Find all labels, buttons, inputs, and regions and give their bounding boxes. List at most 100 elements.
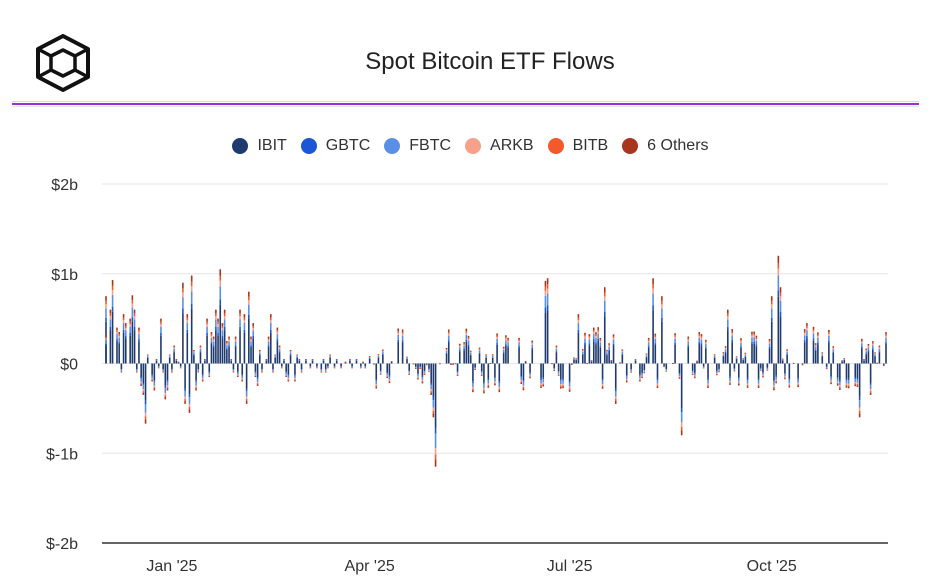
bar-segment <box>839 363 841 380</box>
bar-segment <box>839 379 841 382</box>
bar-segment <box>386 372 389 374</box>
bar-segment <box>386 375 389 377</box>
bar-segment <box>423 371 426 373</box>
bar-segment <box>751 343 753 364</box>
bar-segment <box>854 384 857 387</box>
bar-segment <box>781 358 784 360</box>
legend-item-bitb[interactable]: BITB <box>547 137 609 155</box>
bar-segment <box>217 326 219 333</box>
bar-segment <box>248 300 250 305</box>
bar-segment <box>487 386 490 388</box>
bar-segment <box>129 332 131 336</box>
bar-segment <box>120 363 123 370</box>
bar-segment <box>505 340 507 345</box>
bar-segment <box>858 400 861 408</box>
bar-segment <box>803 331 806 334</box>
bar-segment <box>612 334 615 337</box>
bar-segment <box>327 363 329 367</box>
legend-item-arkb[interactable]: ARKB <box>465 137 534 155</box>
bar-segment <box>478 347 481 349</box>
bar-segment <box>639 374 641 376</box>
bar-segment <box>379 370 382 372</box>
bar-segment <box>630 371 632 373</box>
bar-segment <box>788 379 791 384</box>
bar-segment <box>122 323 125 330</box>
bar-segment <box>456 373 459 375</box>
bar-segment <box>111 285 114 291</box>
legend-label: BITB <box>572 137 609 154</box>
bar-segment <box>478 350 481 353</box>
bar-segment <box>173 352 175 364</box>
bar-segment <box>531 342 534 344</box>
bar-segment <box>634 359 637 361</box>
bar-segment <box>329 356 331 358</box>
bar-segment <box>261 369 263 370</box>
bar-segment <box>705 341 707 343</box>
bar-segment <box>272 371 274 372</box>
bar-segment <box>129 335 131 364</box>
bar-segment <box>480 371 483 374</box>
bar-segment <box>109 326 112 331</box>
x-tick-label: Apr '25 <box>345 558 395 575</box>
bar-segment <box>770 321 773 364</box>
bar-segment <box>828 335 830 341</box>
bar-segment <box>854 383 857 385</box>
bar-segment <box>619 362 621 363</box>
bar-segment <box>603 292 606 297</box>
bar-segment <box>276 339 279 342</box>
bar-segment <box>716 373 718 374</box>
chart-legend: IBIT GBTC FBTC ARKB BITB 6 Others <box>0 137 941 155</box>
bar-segment <box>274 354 276 356</box>
bar-segment <box>485 357 487 358</box>
bar-segment <box>232 363 235 370</box>
bar-segment <box>722 356 725 364</box>
bar-segment <box>836 382 839 385</box>
bar-segment <box>784 378 786 380</box>
cube-logo-icon[interactable] <box>34 34 92 92</box>
bar-segment <box>744 356 747 357</box>
legend-item-gbtc[interactable]: GBTC <box>300 137 370 155</box>
bar-segment <box>467 344 470 347</box>
legend-item-others[interactable]: 6 Others <box>622 137 709 155</box>
bar-segment <box>608 346 610 350</box>
bar-segment <box>408 371 411 373</box>
bar-segment <box>175 359 178 360</box>
bar-segment <box>775 363 777 376</box>
bar-segment <box>201 363 204 375</box>
bar-segment <box>175 359 178 360</box>
bar-segment <box>691 374 694 376</box>
bar-segment <box>665 368 668 370</box>
bar-segment <box>146 356 149 358</box>
bar-segment <box>814 343 817 345</box>
legend-item-fbtc[interactable]: FBTC <box>384 137 451 155</box>
bar-segment <box>496 338 498 344</box>
bar-segment <box>208 374 211 376</box>
bar-segment <box>252 327 255 331</box>
bar-segment <box>654 337 657 339</box>
bar-segment <box>309 366 312 368</box>
bar-segment <box>164 396 167 400</box>
bar-segment <box>480 374 483 376</box>
legend-item-ibit[interactable]: IBIT <box>232 137 287 155</box>
bar-segment <box>702 366 705 368</box>
bar-segment <box>171 371 173 372</box>
bar-segment <box>168 356 171 358</box>
bar-segment <box>832 347 835 349</box>
bar-segment <box>845 386 848 388</box>
bar-segment <box>186 332 189 364</box>
bar-segment <box>874 354 876 356</box>
bar-segment <box>256 363 259 378</box>
bar-segment <box>691 371 694 373</box>
bar-segment <box>724 348 727 350</box>
bar-segment <box>340 363 342 367</box>
bar-segment <box>142 391 145 393</box>
bar-segment <box>872 343 874 346</box>
legend-marker <box>547 138 564 154</box>
bar-segment <box>847 383 850 386</box>
bar-segment <box>469 355 472 364</box>
bar-segment <box>201 374 204 376</box>
bar-segment <box>197 363 200 370</box>
bar-segment <box>335 360 338 362</box>
bar-segment <box>601 385 604 387</box>
bar-segment <box>588 337 591 340</box>
